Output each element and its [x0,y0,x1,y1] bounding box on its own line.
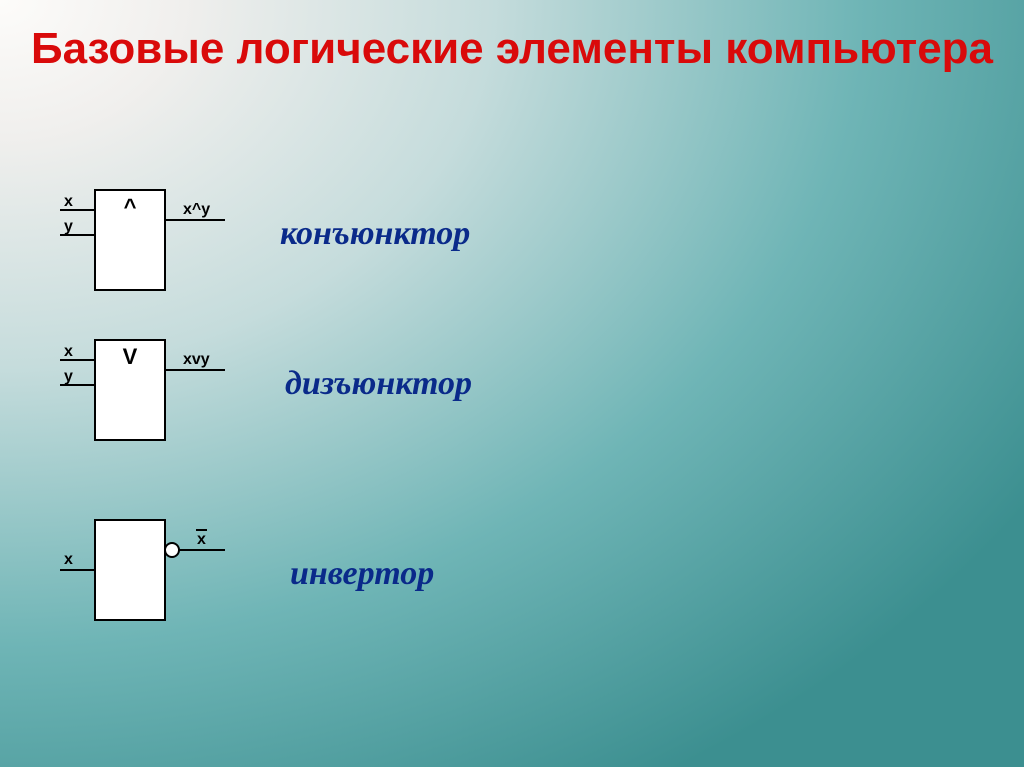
gate-diagram-and: ^ xy x^y [55,180,255,300]
svg-text:^: ^ [124,194,137,219]
svg-text:xvy: xvy [183,351,210,368]
page-title: Базовые логические элементы компьютера [0,0,1024,75]
svg-text:x: x [64,551,73,568]
gate-label-not: инвертор [290,555,434,593]
svg-text:x: x [64,343,73,360]
svg-text:x^y: x^y [183,201,210,218]
svg-text:y: y [64,368,73,385]
svg-text:V: V [123,344,138,369]
svg-text:x: x [197,531,206,548]
svg-text:x: x [64,193,73,210]
gate-label-or: дизъюнктор [285,365,472,403]
gate-label-and: конъюнктор [280,215,470,253]
svg-text:y: y [64,218,73,235]
gate-diagram-or: Vxy xvy [55,330,255,450]
gate-diagram-not: xx [55,510,255,630]
